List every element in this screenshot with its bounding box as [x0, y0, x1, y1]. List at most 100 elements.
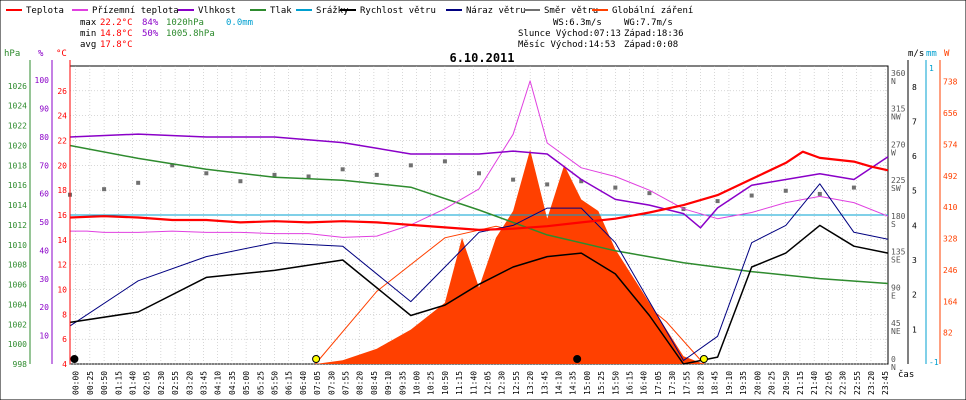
wind-direction-point	[647, 191, 652, 196]
tick-rain: 1	[929, 64, 934, 73]
x-tick-label: 05:50	[271, 371, 280, 395]
legend: Teplota Přízemní teplota Vlhkost Tlak Srážky…	[6, 6, 693, 16]
x-tick-label: 09:35	[398, 371, 407, 395]
tick-wind: 8	[912, 83, 917, 92]
tick-wind: 6	[912, 152, 917, 161]
sun-moon-markers	[70, 355, 708, 363]
x-tick-label: 01:15	[114, 371, 123, 395]
x-tick-label: 02:30	[157, 371, 166, 395]
axis-header-hpa: hPa	[4, 49, 20, 59]
wind-direction-point	[204, 171, 209, 176]
tick-solar: 656	[943, 109, 958, 118]
wind-direction-point	[715, 199, 720, 204]
series-line-teplota	[69, 150, 889, 231]
stat-moon-set: Západ:0:08	[624, 40, 678, 50]
x-tick-label: 15:00	[583, 371, 592, 395]
tick-temperature: 8	[62, 310, 67, 319]
stat-max-rain: 0.0mm	[226, 18, 253, 28]
tick-pressure: 1014	[8, 201, 27, 210]
wind-direction-point	[749, 193, 754, 198]
axis-header-mm: mm	[926, 49, 937, 59]
x-tick-label: 05:00	[242, 371, 251, 395]
chart-title: 6.10.2011	[449, 51, 514, 65]
tick-pressure: 1004	[8, 300, 27, 309]
tick-wind: 3	[912, 256, 917, 265]
tick-wind: 1	[912, 325, 917, 334]
tick-direction-degrees: 0	[891, 355, 896, 364]
marker-m-s-c-z-pad	[70, 355, 79, 363]
legend-label-3: Tlak	[270, 6, 292, 16]
tick-pressure: 1026	[8, 82, 27, 91]
series-lines	[69, 80, 889, 365]
x-tick-label: 05:25	[256, 371, 265, 395]
tick-wind: 7	[912, 117, 917, 126]
solar-area	[70, 149, 888, 364]
wind-direction-point	[579, 179, 584, 184]
x-tick-label: 10:00	[413, 371, 422, 395]
wind-direction-point	[545, 182, 550, 187]
stat-ws: WS:6.3m/s	[553, 18, 602, 28]
x-tick-label: 04:35	[228, 371, 237, 395]
tick-wind: 5	[912, 187, 917, 196]
tick-direction-degrees: 360	[891, 69, 906, 78]
stat-min-label: min	[80, 29, 96, 39]
series-line-vlhkost	[69, 133, 889, 229]
x-tick-label: 15:50	[611, 371, 620, 395]
tick-humidity: 40	[39, 246, 49, 255]
x-tick-label: 12:55	[512, 371, 521, 395]
tick-humidity: 70	[39, 161, 49, 170]
legend-label-1: Přízemní teplota	[92, 6, 179, 16]
tick-direction-degrees: 135	[891, 248, 906, 257]
x-tick-label: 16:15	[626, 371, 635, 395]
x-tick-label: 03:45	[199, 371, 208, 395]
x-tick-label: 23:20	[867, 371, 876, 395]
stat-max-label: max	[80, 18, 97, 28]
wind-direction-point	[783, 188, 788, 193]
x-tick-label: 19:35	[739, 371, 748, 395]
stat-max-temp: 22.2°C	[100, 18, 133, 28]
x-tick-label: 12:30	[498, 371, 507, 395]
x-tick-label: 04:10	[214, 371, 223, 395]
tick-temperature: 22	[57, 137, 67, 146]
x-tick-label: 02:05	[143, 371, 152, 395]
stat-wg: WG:7.7m/s	[624, 18, 673, 28]
tick-solar: 492	[943, 172, 958, 181]
series-line-p-zemn-teplota	[70, 80, 889, 238]
wind-direction-point	[272, 172, 277, 177]
x-tick-label: 20:25	[768, 371, 777, 395]
tick-solar: 410	[943, 203, 958, 212]
legend-label-8: Globální záření	[612, 6, 693, 16]
tick-solar: 738	[943, 78, 958, 87]
tick-direction-letter: NW	[891, 113, 901, 122]
tick-humidity: 10	[39, 332, 49, 341]
x-tick-label: 03:20	[185, 371, 194, 395]
tick-humidity: 50	[39, 218, 49, 227]
wind-direction-point	[238, 179, 243, 184]
axis-header-degc: °C	[56, 49, 67, 59]
tick-direction-letter: N	[891, 77, 896, 86]
tick-pressure: 998	[13, 360, 28, 369]
stats-panel: max 22.2°C 84% 1020hPa 0.0mm min 14.8°C …	[80, 18, 684, 50]
tick-wind: 4	[912, 221, 917, 230]
x-tick-label: 11:40	[469, 371, 478, 395]
tick-direction-degrees: 315	[891, 105, 906, 114]
tick-direction-letter: SW	[891, 184, 901, 193]
x-tick-label: 17:30	[668, 371, 677, 395]
tick-pressure: 1000	[8, 340, 27, 349]
wind-direction-point	[340, 167, 345, 172]
x-tick-label: 00:50	[100, 371, 109, 395]
tick-humidity: 90	[39, 105, 49, 114]
tick-pressure: 1008	[8, 261, 27, 270]
x-tick-label: 21:40	[810, 371, 819, 395]
x-tick-label: 06:15	[285, 371, 294, 395]
x-tick-label: 06:40	[299, 371, 308, 395]
wind-direction-point	[374, 172, 379, 177]
tick-humidity: 80	[39, 133, 49, 142]
tick-temperature: 20	[57, 161, 67, 170]
wind-direction-point	[102, 187, 107, 192]
tick-direction-degrees: 180	[891, 212, 906, 221]
marker-m-s-c-v-chod	[573, 355, 582, 363]
series-line-n-raz-v-tru	[69, 183, 889, 361]
tick-solar: 328	[943, 235, 958, 244]
x-tick-label: 13:45	[540, 371, 549, 395]
